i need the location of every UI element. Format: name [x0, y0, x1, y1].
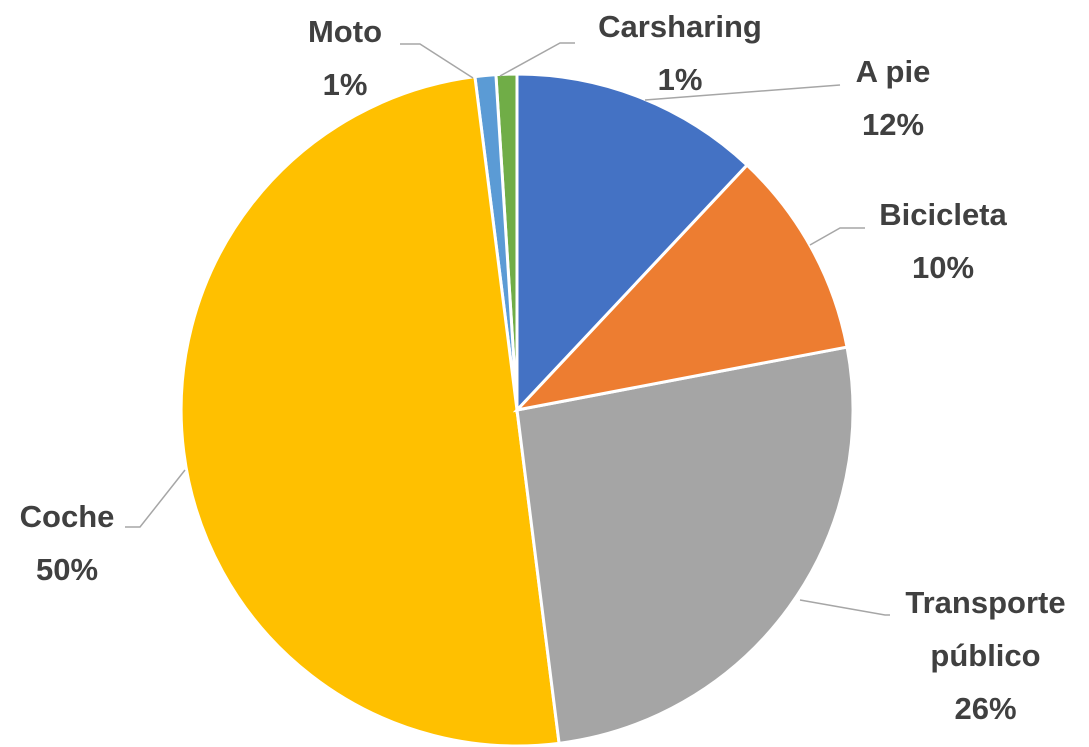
leader-line: [799, 599, 890, 616]
pie-slice: [515, 72, 750, 414]
slice-label: Moto 1%: [290, 5, 400, 111]
leader-line: [644, 84, 841, 101]
category-label: Carsharing: [598, 9, 762, 44]
value-label: 12%: [861, 107, 925, 142]
slice-label: Carsharing 1%: [580, 0, 780, 106]
slice-label: Coche 50%: [2, 490, 132, 596]
leader-line: [125, 469, 186, 528]
pie-slice: [512, 162, 849, 413]
value-label: 1%: [657, 62, 703, 97]
value-label: 1%: [322, 67, 368, 102]
leader-line: [809, 227, 865, 246]
slice-label: Bicicleta 10%: [858, 188, 1028, 294]
category-label: Transporte público: [905, 585, 1066, 673]
value-label: 26%: [954, 691, 1017, 726]
slice-label: Transporte público 26%: [888, 576, 1083, 735]
leader-line: [400, 43, 474, 79]
category-label: Bicicleta: [879, 197, 1007, 232]
category-label: Coche: [19, 499, 115, 534]
leader-line: [499, 42, 575, 77]
category-label: Moto: [307, 14, 383, 49]
category-label: A pie: [855, 54, 931, 89]
value-label: 10%: [911, 250, 975, 285]
pie-slice: [515, 345, 855, 746]
value-label: 50%: [35, 552, 99, 587]
pie-slice: [179, 74, 561, 747]
slice-label: A pie 12%: [833, 45, 953, 151]
